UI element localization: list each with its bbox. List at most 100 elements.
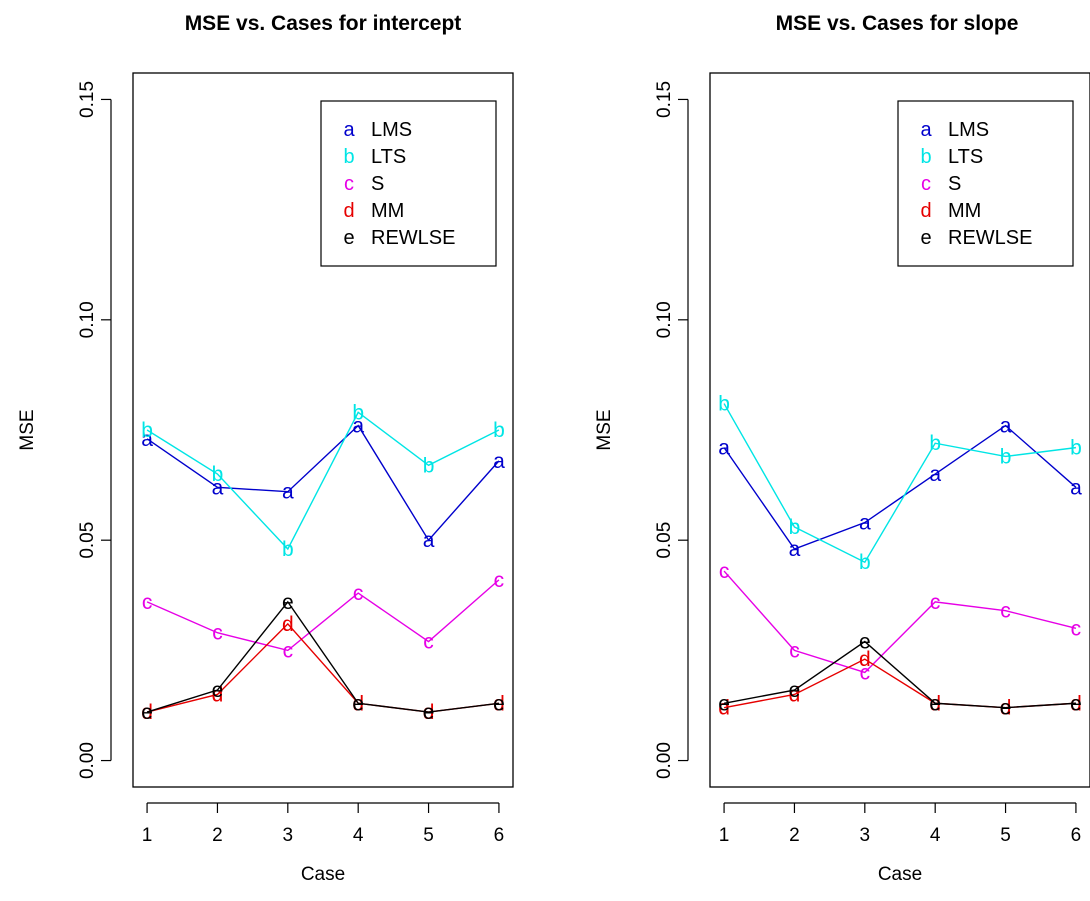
y-tick-label: 0.10 <box>654 301 675 338</box>
data-point-a: a <box>493 450 505 473</box>
legend-label-e: REWLSE <box>371 227 455 249</box>
data-point-a: a <box>1000 415 1012 438</box>
data-point-e: e <box>423 701 435 724</box>
x-tick-label: 6 <box>494 825 505 846</box>
data-point-e: e <box>141 701 153 724</box>
x-tick-label: 5 <box>1000 825 1011 846</box>
legend-key-d: d <box>343 200 354 222</box>
x-tick-label: 4 <box>930 825 941 846</box>
data-point-e: e <box>282 591 294 614</box>
series-line-a <box>146 424 500 542</box>
legend-key-d: d <box>920 200 931 222</box>
data-point-e: e <box>352 692 364 715</box>
data-point-a: a <box>1070 476 1082 499</box>
series-line-e <box>723 640 1076 709</box>
data-point-d: d <box>718 697 730 720</box>
legend-label-e: REWLSE <box>948 227 1032 249</box>
data-point-a: a <box>352 415 364 438</box>
data-point-e: e <box>859 631 871 654</box>
y-tick-label: 0.00 <box>77 742 98 779</box>
legend-key-a: a <box>343 119 355 141</box>
x-axis-label: Case <box>301 864 345 885</box>
legend-key-c: c <box>921 173 931 195</box>
data-point-e: e <box>789 679 801 702</box>
data-point-b: b <box>212 463 224 486</box>
data-point-a: a <box>929 463 941 486</box>
y-axis-label: MSE <box>594 409 615 450</box>
legend-label-b: LTS <box>948 146 983 168</box>
data-point-b: b <box>789 516 801 539</box>
x-tick-label: 4 <box>353 825 364 846</box>
legend-label-c: S <box>948 173 961 195</box>
x-tick-label: 1 <box>142 825 153 846</box>
y-tick-label: 0.00 <box>654 742 675 779</box>
data-point-a: a <box>789 538 801 561</box>
y-tick-label: 0.15 <box>654 81 675 118</box>
x-tick-label: 6 <box>1071 825 1082 846</box>
data-point-e: e <box>1070 692 1082 715</box>
data-point-a: a <box>718 437 730 460</box>
legend-key-c: c <box>344 173 354 195</box>
data-point-d: d <box>141 701 153 724</box>
chart-title: MSE vs. Cases for slope <box>776 12 1019 35</box>
data-point-c: c <box>142 591 153 614</box>
plot-box <box>709 72 1090 788</box>
legend-key-e: e <box>343 227 354 249</box>
y-tick-label: 0.10 <box>77 301 98 338</box>
legend-label-a: LMS <box>371 119 412 141</box>
series-line-c <box>723 570 1077 674</box>
data-point-c: c <box>1071 617 1082 640</box>
data-point-e: e <box>718 692 730 715</box>
data-point-c: c <box>283 639 294 662</box>
series-line-b <box>723 403 1077 564</box>
x-axis-label: Case <box>878 864 922 885</box>
data-point-b: b <box>929 432 941 455</box>
data-point-b: b <box>859 551 871 574</box>
data-point-a: a <box>212 476 224 499</box>
x-tick-label: 3 <box>283 825 294 846</box>
data-point-d: d <box>282 613 294 636</box>
data-point-b: b <box>282 538 294 561</box>
series-line-d <box>146 622 500 713</box>
data-point-d: d <box>789 683 801 706</box>
data-point-c: c <box>1000 600 1011 623</box>
series-line-c <box>146 579 500 652</box>
legend: a LMS b LTS c Sd MM e REWLSE <box>897 100 1074 267</box>
series-line-d <box>723 658 1076 709</box>
chart-panel-1: MSE vs. Cases for intercept 1 2 3 4 5 6 0.00 0.0… <box>17 12 514 885</box>
data-point-c: c <box>719 560 730 583</box>
x-tick-label: 2 <box>212 825 223 846</box>
legend: a LMS b LTS c Sd MM e REWLSE <box>320 100 497 267</box>
data-point-a: a <box>423 529 435 552</box>
legend-label-a: LMS <box>948 119 989 141</box>
series-line-e <box>146 600 500 713</box>
x-tick-label: 5 <box>423 825 434 846</box>
series-line-a <box>723 424 1077 550</box>
data-point-c: c <box>494 569 505 592</box>
x-tick-label: 2 <box>789 825 800 846</box>
legend-key-e: e <box>920 227 931 249</box>
y-axis-label: MSE <box>17 409 38 450</box>
x-tick-label: 1 <box>719 825 730 846</box>
chart-panel-2: MSE vs. Cases for slope 1 2 3 4 5 6 0.00 0.05 0.1… <box>594 12 1090 885</box>
data-point-e: e <box>929 692 941 715</box>
legend-box <box>897 100 1074 267</box>
legend-label-d: MM <box>948 200 981 222</box>
data-point-b: b <box>493 419 505 442</box>
plot-box <box>132 72 514 788</box>
legend-key-b: b <box>343 146 354 168</box>
data-point-b: b <box>1000 445 1012 468</box>
data-point-c: c <box>353 582 364 605</box>
legend-key-b: b <box>920 146 931 168</box>
data-point-d: d <box>212 683 224 706</box>
data-point-a: a <box>141 428 153 451</box>
data-point-c: c <box>860 661 871 684</box>
chart-title: MSE vs. Cases for intercept <box>185 12 462 35</box>
data-point-b: b <box>141 419 153 442</box>
y-tick-label: 0.05 <box>654 522 675 559</box>
series-line-b <box>146 411 500 551</box>
data-point-c: c <box>930 591 941 614</box>
data-point-e: e <box>212 679 224 702</box>
data-point-c: c <box>789 639 800 662</box>
